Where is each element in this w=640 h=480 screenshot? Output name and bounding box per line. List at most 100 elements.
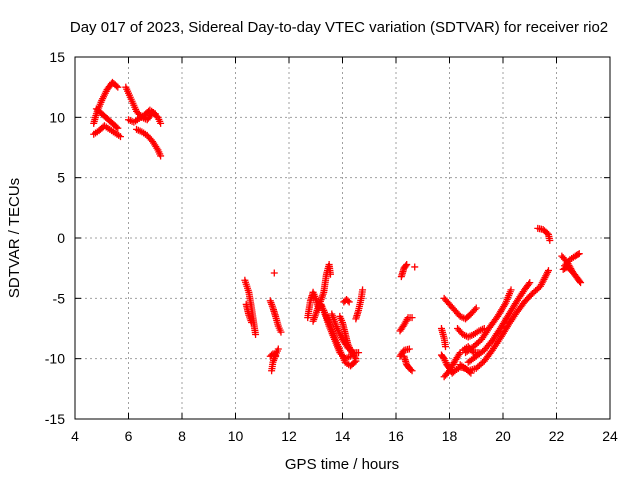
y-tick-labels: -15 -10 -5 0 5 10 15 bbox=[45, 49, 65, 427]
series-arc-6 bbox=[133, 125, 165, 160]
data-points bbox=[90, 78, 585, 381]
y-tick-label: 15 bbox=[49, 49, 65, 65]
series-arc-29 bbox=[440, 349, 464, 381]
data-point bbox=[408, 314, 416, 322]
data-point bbox=[403, 261, 411, 269]
series-arc-21 bbox=[397, 261, 411, 281]
series-arc-1 bbox=[90, 78, 122, 127]
data-point bbox=[345, 298, 353, 306]
data-point bbox=[577, 279, 585, 287]
data-point bbox=[526, 279, 534, 287]
data-point bbox=[277, 328, 285, 336]
series-arc-35 bbox=[534, 224, 554, 244]
x-tick-label: 14 bbox=[335, 428, 351, 444]
data-point bbox=[472, 304, 480, 312]
data-point bbox=[274, 345, 282, 353]
data-point bbox=[270, 269, 278, 277]
data-point bbox=[525, 280, 533, 288]
series-arc-28 bbox=[437, 325, 449, 351]
data-point bbox=[112, 82, 120, 90]
series-arc-33 bbox=[462, 286, 515, 357]
data-point bbox=[574, 250, 582, 258]
y-tick-label: 5 bbox=[57, 170, 65, 186]
data-point bbox=[468, 347, 476, 355]
series-arc-10 bbox=[266, 297, 285, 336]
data-point bbox=[576, 277, 584, 285]
x-tick-label: 16 bbox=[388, 428, 404, 444]
data-point bbox=[359, 286, 367, 294]
y-tick-label: -15 bbox=[45, 411, 65, 427]
x-tick-label: 20 bbox=[495, 428, 511, 444]
series-arc-38 bbox=[559, 263, 575, 275]
data-point bbox=[157, 152, 165, 160]
y-tick-label: 10 bbox=[49, 109, 65, 125]
series-arc-5 bbox=[125, 106, 159, 126]
y-tick-label: 0 bbox=[57, 230, 65, 246]
data-point bbox=[546, 236, 554, 244]
data-point bbox=[408, 367, 416, 375]
series-arc-3 bbox=[92, 105, 122, 132]
series-arc-30 bbox=[454, 325, 488, 341]
data-point bbox=[151, 110, 159, 118]
data-point bbox=[326, 270, 334, 278]
series-arc-25 bbox=[400, 352, 416, 375]
data-point bbox=[270, 351, 278, 359]
y-tick-label: -10 bbox=[45, 351, 65, 367]
data-point bbox=[252, 331, 260, 339]
data-point bbox=[575, 250, 583, 258]
data-point bbox=[507, 286, 515, 294]
x-tick-labels: 4 6 8 10 12 14 16 18 20 22 24 bbox=[71, 428, 618, 444]
series-arc-11 bbox=[268, 345, 282, 375]
data-point bbox=[475, 349, 483, 357]
chart-title: Day 017 of 2023, Sidereal Day-to-day VTE… bbox=[70, 19, 608, 36]
data-point bbox=[566, 265, 574, 273]
data-point bbox=[344, 297, 352, 305]
series-arc-23 bbox=[396, 314, 416, 335]
x-tick-label: 24 bbox=[602, 428, 618, 444]
data-point bbox=[355, 349, 363, 357]
series-arc-26 bbox=[440, 294, 480, 323]
y-axis-label: SDTVAR / TECUs bbox=[6, 178, 23, 298]
x-tick-label: 6 bbox=[125, 428, 133, 444]
data-point bbox=[352, 355, 360, 363]
data-point bbox=[157, 119, 165, 127]
data-point bbox=[471, 305, 479, 313]
data-point bbox=[411, 263, 419, 271]
data-point bbox=[405, 345, 413, 353]
data-point bbox=[114, 83, 122, 91]
series-arc-18 bbox=[336, 312, 360, 363]
data-point bbox=[351, 353, 359, 361]
x-tick-label: 12 bbox=[281, 428, 297, 444]
axis-ticks bbox=[74, 56, 611, 420]
series-arc-2 bbox=[90, 122, 124, 141]
data-point bbox=[248, 318, 256, 326]
data-point bbox=[441, 343, 449, 351]
data-point bbox=[272, 352, 280, 360]
x-tick-label: 8 bbox=[178, 428, 186, 444]
series-arc-9 bbox=[270, 269, 278, 277]
series-arc-31 bbox=[456, 267, 552, 375]
x-tick-label: 22 bbox=[549, 428, 565, 444]
series-arc-17 bbox=[328, 310, 363, 357]
x-axis-label: GPS time / hours bbox=[285, 456, 399, 473]
series-arc-20 bbox=[340, 296, 353, 306]
series-arc-7 bbox=[241, 276, 260, 339]
series-arc-32 bbox=[464, 279, 534, 366]
data-point bbox=[544, 267, 552, 275]
x-tick-label: 10 bbox=[228, 428, 244, 444]
data-point bbox=[116, 133, 124, 141]
x-tick-label: 4 bbox=[71, 428, 79, 444]
series-arc-22 bbox=[411, 263, 419, 271]
series-arc-12 bbox=[266, 350, 280, 360]
x-tick-label: 18 bbox=[442, 428, 458, 444]
data-point bbox=[402, 262, 410, 270]
data-point bbox=[501, 301, 509, 309]
series-arc-16 bbox=[320, 306, 355, 363]
series-arc-8 bbox=[242, 300, 256, 326]
y-tick-label: -5 bbox=[53, 290, 66, 306]
data-point bbox=[112, 123, 120, 131]
data-point bbox=[407, 366, 415, 374]
data-point bbox=[114, 124, 122, 132]
series-arc-34 bbox=[459, 343, 483, 357]
